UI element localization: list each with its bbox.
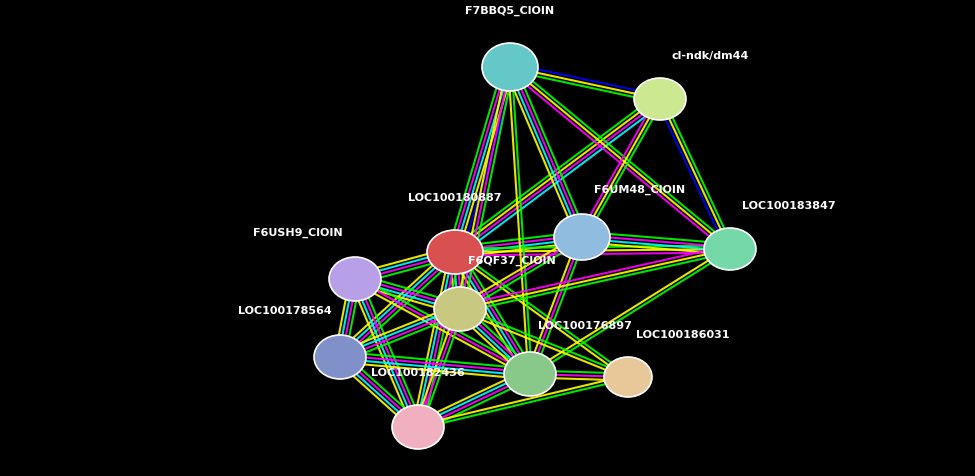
Text: LOC100183847: LOC100183847 bbox=[742, 200, 836, 210]
Text: F7BBQ5_ClOIN: F7BBQ5_ClOIN bbox=[465, 6, 555, 16]
Text: LOC100178564: LOC100178564 bbox=[238, 306, 332, 315]
Text: cl-ndk/dm44: cl-ndk/dm44 bbox=[672, 51, 750, 61]
Text: F6UM48_ClOIN: F6UM48_ClOIN bbox=[594, 184, 685, 195]
Ellipse shape bbox=[314, 335, 366, 379]
Text: F6QF37_ClOIN: F6QF37_ClOIN bbox=[468, 255, 556, 266]
Ellipse shape bbox=[634, 79, 686, 121]
Ellipse shape bbox=[392, 405, 444, 449]
Ellipse shape bbox=[604, 357, 652, 397]
Ellipse shape bbox=[434, 288, 486, 331]
Ellipse shape bbox=[554, 215, 610, 260]
Ellipse shape bbox=[427, 230, 483, 275]
Text: F6USH9_ClOIN: F6USH9_ClOIN bbox=[254, 227, 343, 238]
Text: LOC100186031: LOC100186031 bbox=[636, 329, 729, 339]
Ellipse shape bbox=[704, 228, 756, 270]
Text: LOC100180887: LOC100180887 bbox=[409, 193, 502, 203]
Text: LOC100182436: LOC100182436 bbox=[371, 367, 465, 377]
Ellipse shape bbox=[329, 258, 381, 301]
Ellipse shape bbox=[482, 44, 538, 92]
Ellipse shape bbox=[504, 352, 556, 396]
Text: LOC100176897: LOC100176897 bbox=[538, 320, 632, 330]
